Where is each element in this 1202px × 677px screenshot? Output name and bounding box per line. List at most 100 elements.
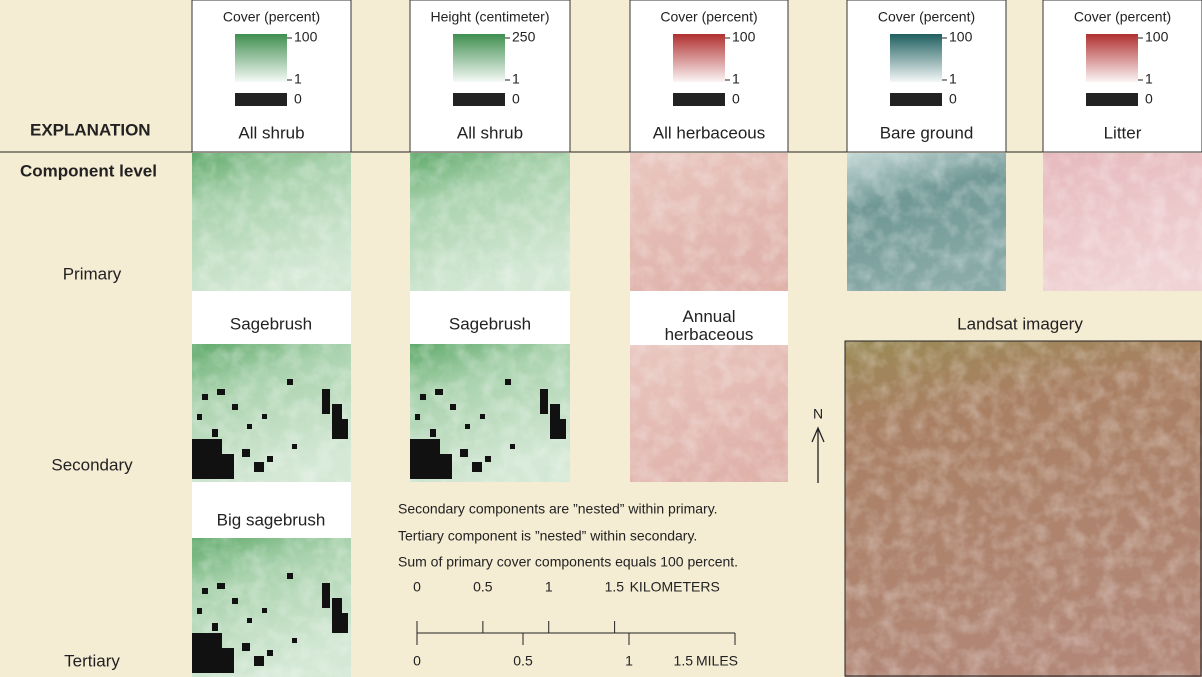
scale-label: 0 xyxy=(413,579,421,595)
no-data xyxy=(450,404,456,410)
no-data xyxy=(460,449,468,457)
no-data xyxy=(287,573,293,579)
no-data xyxy=(192,633,222,673)
legend: Cover (percent) 100 1 0 All herbaceous xyxy=(630,0,788,152)
legend-tick-label: 1 xyxy=(949,71,957,87)
no-data xyxy=(415,414,420,420)
legend-tick-label: 0 xyxy=(949,91,957,107)
no-data xyxy=(560,419,566,439)
legend-tick-label: 100 xyxy=(949,29,973,45)
scale-label: 1.5 xyxy=(605,579,625,595)
row-label: Primary xyxy=(63,264,122,283)
legend: Cover (percent) 100 1 0 All shrub xyxy=(192,0,351,152)
no-data xyxy=(435,389,443,395)
legend-tick-label: 0 xyxy=(1145,91,1153,107)
legend-label: All shrub xyxy=(238,123,304,142)
scale-label: 0.5 xyxy=(473,579,493,595)
no-data xyxy=(217,389,225,395)
scale-label: 1.5 xyxy=(674,653,694,669)
no-data xyxy=(267,456,273,462)
legend-title: Cover (percent) xyxy=(223,9,320,25)
legend-tick-label: 250 xyxy=(512,29,536,45)
legend-ramp xyxy=(673,34,725,82)
row-label: Tertiary xyxy=(64,651,120,670)
no-data xyxy=(262,414,267,419)
no-data xyxy=(472,462,482,472)
legend-label: All herbaceous xyxy=(653,123,765,142)
no-data xyxy=(292,638,297,643)
legend-zero xyxy=(235,93,287,106)
scale-label: 1 xyxy=(545,579,553,595)
no-data xyxy=(332,404,342,439)
no-data xyxy=(430,429,436,437)
no-data xyxy=(267,650,273,656)
map-texture xyxy=(630,345,788,482)
no-data xyxy=(192,439,222,479)
map-texture xyxy=(410,153,570,291)
legend-label: Bare ground xyxy=(880,123,974,142)
no-data xyxy=(410,439,440,479)
no-data xyxy=(465,424,470,429)
legend-ramp xyxy=(890,34,942,82)
legend-zero xyxy=(1086,93,1138,106)
no-data xyxy=(212,429,218,437)
panel-label: Sagebrush xyxy=(449,314,531,333)
north-label: N xyxy=(813,406,823,422)
no-data xyxy=(202,394,208,400)
no-data xyxy=(254,656,264,666)
no-data xyxy=(197,414,202,420)
no-data xyxy=(197,608,202,614)
no-data xyxy=(485,456,491,462)
map-texture xyxy=(192,153,351,291)
no-data xyxy=(440,454,452,479)
north-arrow xyxy=(812,428,824,483)
legend-tick-label: 100 xyxy=(294,29,318,45)
map-texture xyxy=(847,153,1006,291)
legend-title: Cover (percent) xyxy=(660,9,757,25)
scale-label: 1 xyxy=(625,653,633,669)
map-texture xyxy=(630,153,788,291)
legend-ramp xyxy=(1086,34,1138,82)
legend-zero xyxy=(673,93,725,106)
explanation: EXPLANATION xyxy=(30,120,151,139)
scale-label: 0 xyxy=(413,653,421,669)
legend-tick-label: 0 xyxy=(294,91,302,107)
row-header: Component level xyxy=(20,161,157,180)
no-data xyxy=(254,462,264,472)
legend-tick-label: 0 xyxy=(732,91,740,107)
legend-tick-label: 1 xyxy=(294,71,302,87)
no-data xyxy=(480,414,485,419)
legend-tick-label: 1 xyxy=(512,71,520,87)
legend-tick-label: 0 xyxy=(512,91,520,107)
legend-zero xyxy=(453,93,505,106)
note: Tertiary component is ”nested” within se… xyxy=(398,528,697,544)
map-texture xyxy=(845,341,1202,677)
legend-zero xyxy=(890,93,942,106)
no-data xyxy=(247,424,252,429)
no-data xyxy=(242,643,250,651)
legend-tick-label: 100 xyxy=(732,29,756,45)
no-data xyxy=(222,648,234,673)
row-label: Secondary xyxy=(51,455,133,474)
no-data xyxy=(202,588,208,594)
legend-ramp xyxy=(453,34,505,82)
legend-tick-label: 1 xyxy=(732,71,740,87)
no-data xyxy=(322,389,330,414)
no-data xyxy=(222,454,234,479)
no-data xyxy=(540,389,548,414)
no-data xyxy=(217,583,225,589)
no-data xyxy=(292,444,297,449)
no-data xyxy=(287,379,293,385)
no-data xyxy=(332,598,342,633)
scale-unit: MILES xyxy=(696,653,738,669)
scale-label: 0.5 xyxy=(513,653,533,669)
panel-label: Big sagebrush xyxy=(217,510,326,529)
no-data xyxy=(232,598,238,604)
legend-label: Litter xyxy=(1104,123,1142,142)
legend-ramp xyxy=(235,34,287,82)
legend-title: Cover (percent) xyxy=(1074,9,1171,25)
